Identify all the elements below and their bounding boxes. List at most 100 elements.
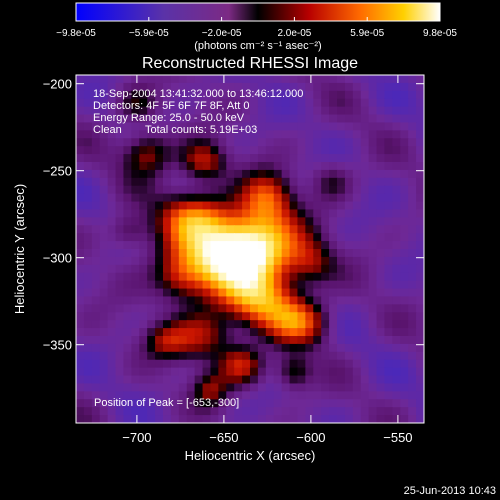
heatmap-cell — [234, 146, 243, 155]
heatmap-cell — [360, 407, 370, 416]
heatmap-cell — [408, 130, 417, 139]
heatmap-cell — [360, 367, 370, 377]
heatmap-cell — [218, 225, 227, 234]
heatmap-cell — [392, 391, 401, 400]
heatmap-cell — [210, 98, 219, 108]
heatmap-cell — [155, 256, 164, 266]
heatmap-cell — [368, 106, 378, 116]
heatmap-cell — [242, 320, 251, 329]
heatmap-cell — [139, 209, 148, 218]
heatmap-cell — [131, 130, 140, 139]
heatmap-cell — [376, 359, 386, 369]
heatmap-cell — [265, 415, 275, 423]
heatmap-cell — [416, 154, 424, 163]
heatmap-cell — [242, 185, 251, 195]
heatmap-cell — [297, 75, 306, 84]
heatmap-cell — [344, 146, 354, 155]
heatmap-cell — [147, 98, 156, 108]
heatmap-cell — [163, 351, 172, 361]
heatmap-cell — [265, 185, 275, 195]
heatmap-cell — [163, 343, 172, 353]
heatmap-cell — [352, 162, 362, 171]
heatmap-cell — [321, 391, 330, 400]
heatmap-cell — [163, 359, 172, 369]
heatmap-cell — [376, 336, 386, 345]
heatmap-cell — [123, 225, 132, 234]
heatmap-cell — [210, 82, 219, 92]
heatmap-cell — [400, 304, 409, 313]
heatmap-cell — [186, 328, 196, 337]
heatmap-cell — [234, 383, 243, 392]
heatmap-cell — [218, 169, 227, 179]
heatmap-cell — [297, 185, 306, 195]
heatmap-cell — [273, 185, 283, 195]
heatmap-cell — [115, 233, 125, 242]
heatmap-cell — [202, 98, 212, 108]
heatmap-cell — [337, 209, 346, 218]
heatmap-cell — [107, 304, 117, 313]
heatmap-cell — [76, 351, 85, 361]
heatmap-cell — [281, 169, 291, 179]
heatmap-cell — [107, 162, 117, 171]
heatmap-cell — [289, 114, 299, 124]
heatmap-cell — [384, 162, 393, 171]
heatmap-cell — [408, 114, 417, 124]
heatmap-cell — [91, 217, 101, 226]
heatmap-cell — [170, 328, 180, 337]
heatmap-cell — [234, 336, 243, 345]
heatmap-cell — [337, 367, 346, 377]
heatmap-cell — [155, 75, 164, 84]
heatmap-cell — [352, 296, 362, 305]
heatmap-cell — [170, 146, 180, 155]
heatmap-cell — [115, 328, 125, 337]
heatmap-cell — [250, 177, 259, 187]
heatmap-cell — [131, 241, 140, 250]
heatmap-cell — [273, 399, 283, 408]
heatmap-cell — [123, 154, 132, 163]
heatmap-cell — [234, 177, 243, 187]
heatmap-cell — [91, 264, 101, 274]
heatmap-cell — [297, 146, 306, 155]
heatmap-cell — [329, 162, 338, 171]
heatmap-cell — [400, 367, 409, 377]
heatmap-cell — [416, 130, 424, 139]
heatmap-cell — [352, 201, 362, 211]
heatmap-cell — [226, 407, 235, 416]
heatmap-cell — [139, 343, 148, 353]
heatmap-cell — [400, 359, 409, 369]
heatmap-cell — [155, 399, 164, 408]
heatmap-cell — [273, 415, 283, 423]
heatmap-cell — [131, 272, 140, 282]
heatmap-cell — [178, 256, 188, 266]
heatmap-cell — [408, 209, 417, 218]
heatmap-cell — [147, 154, 156, 163]
heatmap-cell — [83, 241, 93, 250]
heatmap-cell — [257, 106, 267, 116]
heatmap-cell — [234, 415, 243, 423]
heatmap-cell — [376, 209, 386, 218]
heatmap-cell — [178, 241, 188, 250]
heatmap-cell — [289, 312, 299, 321]
heatmap-cell — [163, 288, 172, 298]
heatmap-cell — [226, 241, 235, 250]
heatmap-cell — [234, 312, 243, 321]
heatmap-cell — [210, 375, 219, 385]
heatmap-cell — [352, 154, 362, 163]
heatmap-cell — [226, 288, 235, 298]
heatmap-cell — [163, 82, 172, 92]
heatmap-cell — [392, 241, 401, 250]
heatmap-cell — [408, 154, 417, 163]
heatmap-cell — [281, 249, 291, 258]
heatmap-cell — [376, 320, 386, 329]
heatmap-cell — [368, 162, 378, 171]
heatmap-cell — [83, 106, 93, 116]
heatmap-image — [76, 75, 424, 423]
heatmap-cell — [234, 90, 243, 100]
heatmap-cell — [139, 264, 148, 274]
heatmap-cell — [155, 407, 164, 416]
heatmap-cell — [313, 201, 322, 211]
heatmap-cell — [329, 130, 338, 139]
heatmap-cell — [178, 288, 188, 298]
heatmap-cell — [178, 138, 188, 147]
heatmap-cell — [115, 241, 125, 250]
